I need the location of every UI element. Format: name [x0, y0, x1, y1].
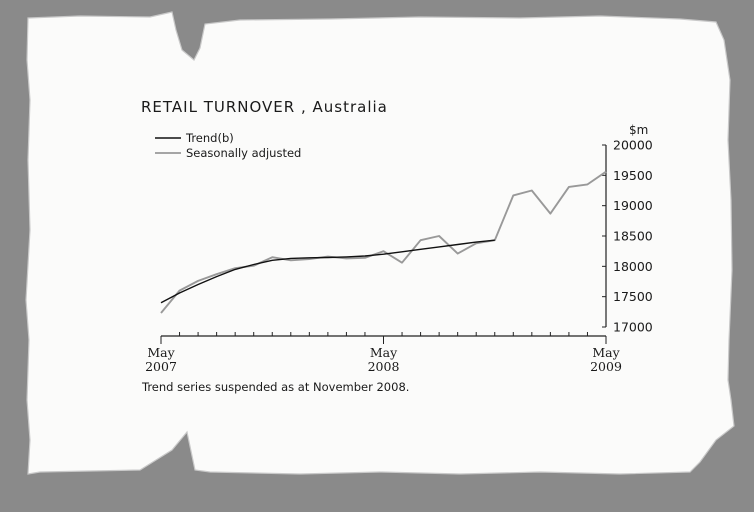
series-layer	[160, 170, 607, 314]
y-axis-unit-label: $m	[629, 123, 648, 137]
seasonally-adjusted-series-line	[160, 170, 607, 314]
legend: Trend(b) Seasonally adjusted	[155, 131, 301, 160]
x-tick-label-year: 2009	[590, 359, 622, 374]
y-tick-label: 20000	[613, 138, 653, 153]
y-tick-label: 19000	[613, 198, 653, 213]
x-tick-label-year: 2008	[368, 359, 400, 374]
y-tick-label: 18000	[613, 259, 653, 274]
y-tick-label: 18500	[613, 229, 653, 244]
paper-edge-shadow	[25, 11, 735, 475]
y-tick-label: 19500	[613, 168, 653, 183]
legend-label-trend: Trend(b)	[185, 131, 234, 145]
axes: 20000195001900018500180001750017000May20…	[145, 138, 653, 375]
chart-title: RETAIL TURNOVER , Australia	[141, 98, 388, 116]
x-tick-label-month: May	[370, 345, 398, 360]
trend-series-line	[160, 239, 495, 304]
y-tick-label: 17500	[613, 289, 653, 304]
x-tick-label-month: May	[592, 345, 620, 360]
x-tick-label-year: 2007	[145, 359, 177, 374]
x-tick-label-month: May	[147, 345, 175, 360]
chart-footnote: Trend series suspended as at November 20…	[141, 380, 409, 394]
paper-sheet	[26, 12, 734, 474]
legend-label-seasonally-adjusted: Seasonally adjusted	[186, 146, 301, 160]
y-tick-label: 17000	[613, 320, 653, 335]
